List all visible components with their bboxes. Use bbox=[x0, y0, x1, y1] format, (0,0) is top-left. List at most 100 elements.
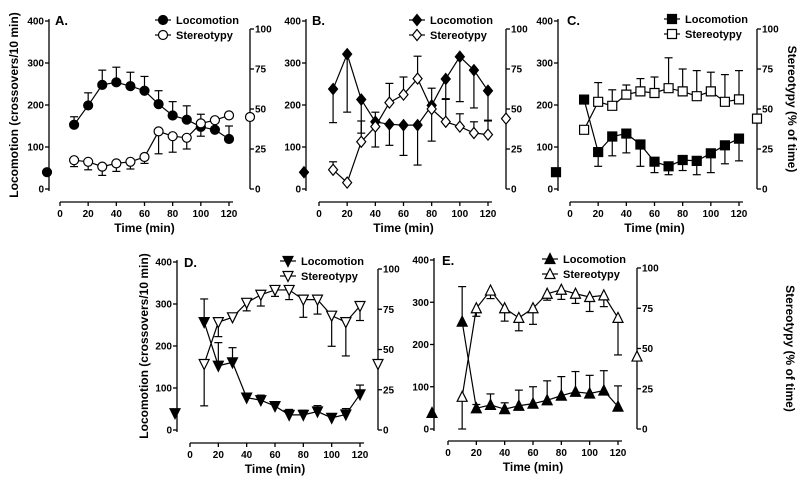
data-point bbox=[325, 310, 338, 323]
left-y-tick-label: 100 bbox=[155, 384, 172, 395]
data-point bbox=[663, 161, 674, 172]
data-point bbox=[607, 131, 618, 142]
data-point bbox=[97, 161, 108, 172]
panel-c: 0 100 200 300 400 0 25 50 75 100 0 20 40 60 80 100 120 Ti… bbox=[536, 13, 799, 235]
series-locomotion bbox=[426, 286, 624, 419]
data-point bbox=[484, 398, 497, 411]
baseline-point bbox=[550, 167, 562, 178]
left-y-tick-label: 0 bbox=[423, 425, 429, 436]
panel-b: 0 100 200 300 400 0 25 50 75 100 0 20 40 60 80 100 120 Ti… bbox=[284, 13, 528, 235]
x-axis-title: Time (min) bbox=[114, 221, 174, 235]
data-point bbox=[649, 87, 660, 99]
left-y-tick-label: 300 bbox=[412, 298, 429, 309]
data-point bbox=[97, 79, 108, 90]
x-tick-label: 120 bbox=[610, 448, 627, 459]
x-tick-label: 0 bbox=[445, 448, 451, 459]
data-point bbox=[167, 131, 178, 142]
legend-marker-locomotion bbox=[282, 255, 294, 268]
series-line bbox=[332, 77, 489, 184]
baseline-point bbox=[631, 349, 643, 362]
data-point bbox=[125, 156, 136, 167]
data-point bbox=[612, 311, 624, 324]
right-y-tick-label: 50 bbox=[762, 105, 774, 116]
data-point bbox=[635, 139, 646, 150]
data-point bbox=[355, 135, 367, 149]
x-axis-title: Time (min) bbox=[503, 460, 563, 474]
left-y-tick-label: 100 bbox=[284, 143, 301, 154]
data-point bbox=[327, 82, 339, 96]
x-tick-label: 40 bbox=[499, 448, 511, 459]
right-y-tick-label: 50 bbox=[383, 345, 395, 356]
data-point bbox=[691, 91, 702, 102]
x-tick-label: 120 bbox=[352, 450, 369, 461]
data-point bbox=[498, 301, 511, 314]
series-line bbox=[461, 289, 619, 397]
data-point bbox=[677, 86, 688, 97]
data-point bbox=[607, 100, 618, 111]
data-point bbox=[209, 115, 221, 126]
panel-d: 0 100 200 300 400 0 25 50 75 100 0 20 40 60 80 100 120 Ti… bbox=[137, 253, 400, 476]
data-point bbox=[482, 84, 494, 98]
left-y-tick-label: 0 bbox=[547, 185, 553, 196]
x-tick-label: 60 bbox=[398, 209, 410, 220]
data-point bbox=[311, 294, 324, 307]
data-point bbox=[212, 360, 225, 373]
data-point bbox=[484, 283, 497, 296]
legend-marker-stereotypy bbox=[666, 28, 678, 40]
right-y-tick-label: 50 bbox=[255, 105, 267, 116]
data-point bbox=[555, 388, 568, 401]
series-locomotion bbox=[298, 47, 494, 179]
x-tick-label: 100 bbox=[581, 448, 598, 459]
data-point bbox=[456, 389, 469, 402]
x-tick-label: 20 bbox=[593, 209, 605, 220]
data-point bbox=[569, 384, 582, 397]
x-tick-label: 80 bbox=[677, 209, 689, 220]
data-point bbox=[412, 72, 423, 86]
data-point bbox=[384, 96, 395, 110]
right-y-tick-label: 75 bbox=[511, 65, 523, 76]
baseline-point bbox=[169, 408, 181, 421]
right-y-tick-label: 75 bbox=[762, 65, 774, 76]
right-y-tick-label: 100 bbox=[762, 25, 779, 36]
right-y-tick-label: 100 bbox=[255, 25, 272, 36]
data-point bbox=[354, 300, 366, 313]
data-point bbox=[226, 312, 239, 325]
right-y-tick-label: 75 bbox=[383, 305, 395, 316]
legend-marker-locomotion bbox=[157, 14, 169, 26]
data-point bbox=[354, 389, 366, 402]
data-point bbox=[341, 47, 353, 61]
right-y-tick-label: 100 bbox=[383, 265, 400, 276]
series-locomotion bbox=[169, 298, 366, 425]
legend-marker-stereotypy bbox=[282, 270, 294, 283]
data-point bbox=[111, 158, 122, 169]
x-tick-label: 20 bbox=[83, 209, 95, 220]
left-y-tick-label: 400 bbox=[284, 17, 301, 28]
left-y-tick-label: 200 bbox=[27, 101, 44, 112]
x-tick-label: 100 bbox=[192, 209, 209, 220]
right-y-tick-label: 25 bbox=[642, 384, 654, 395]
left-y-axis-title: Locomotion (crossovers/10 min) bbox=[137, 253, 151, 438]
data-point bbox=[470, 301, 483, 314]
right-y-tick-label: 25 bbox=[255, 145, 267, 156]
x-tick-label: 0 bbox=[567, 209, 573, 220]
data-point bbox=[223, 110, 235, 121]
data-point bbox=[456, 314, 469, 327]
right-y-tick-label: 75 bbox=[255, 65, 267, 76]
data-point bbox=[733, 133, 745, 144]
data-point bbox=[223, 133, 235, 145]
x-tick-label: 120 bbox=[731, 209, 748, 220]
x-tick-label: 0 bbox=[316, 209, 322, 220]
data-point bbox=[254, 289, 267, 302]
right-y-tick-label: 50 bbox=[642, 344, 654, 355]
baseline-point bbox=[244, 111, 256, 123]
data-point bbox=[677, 154, 688, 166]
data-point bbox=[181, 114, 192, 125]
data-point bbox=[283, 409, 296, 422]
series-stereotypy bbox=[198, 284, 384, 407]
left-y-tick-label: 300 bbox=[27, 59, 44, 70]
data-point bbox=[621, 89, 632, 100]
data-point bbox=[240, 297, 253, 310]
left-y-tick-label: 200 bbox=[284, 101, 301, 112]
data-point bbox=[398, 88, 409, 102]
